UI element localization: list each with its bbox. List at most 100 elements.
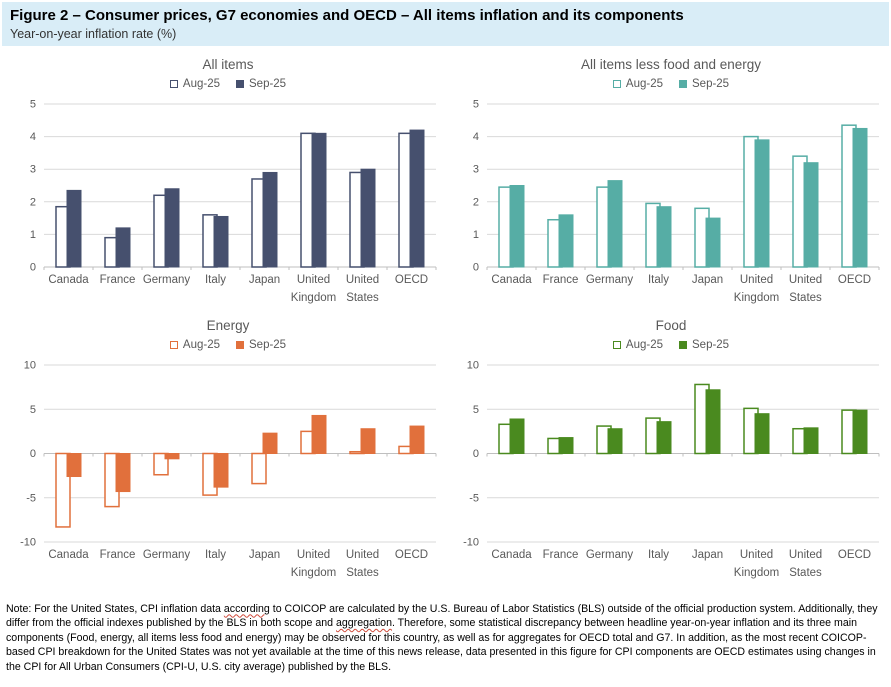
x-category-label: Italy [648, 549, 669, 561]
x-category-label: OECD [838, 549, 871, 561]
footnote-text-spellcheck: according [223, 602, 270, 615]
footnote-text: Note: For the United States, CPI inflati… [6, 602, 224, 615]
x-category-label: Germany [586, 274, 634, 286]
bar-Sep-25-France [115, 226, 131, 268]
bar-Sep-25-United-States [803, 161, 819, 267]
bar-Sep-25-Canada [509, 417, 525, 454]
x-category-label: United [740, 549, 773, 561]
x-category-label: OECD [395, 549, 428, 561]
x-category-label: OECD [838, 274, 871, 286]
chart-energy: Energy Aug-25 Sep-25 -10 -5 0 5 10 Canada Fran… [8, 311, 448, 588]
footnote-text: . Therefore, some statistical discrepanc… [6, 617, 876, 673]
x-category-label: France [543, 549, 579, 561]
bar-Sep-25-Japan [262, 171, 278, 267]
y-tick-label: 5 [473, 98, 479, 110]
charts-grid: All items Aug-25 Sep-25 0 1 2 3 4 5 Canada Fran… [0, 50, 891, 588]
x-category-label: United [789, 549, 822, 561]
x-category-label: United [297, 274, 330, 286]
bar-Sep-25-Italy [213, 452, 229, 488]
bar-Sep-25-Canada [509, 184, 525, 267]
x-category-label: Kingdom [291, 292, 336, 304]
y-tick-label: 4 [30, 131, 36, 143]
chart-all-items-less-food-energy: All items less food and energy Aug-25 Se… [451, 50, 891, 311]
x-category-label: Italy [205, 274, 226, 286]
legend-label-aug25: Aug-25 [182, 77, 220, 90]
legend-item-aug25: Aug-25 [612, 77, 663, 90]
x-category-label: Italy [648, 274, 669, 286]
chart-title: Energy [206, 317, 250, 333]
bar-Sep-25-Japan [262, 432, 278, 454]
bar-Sep-25-Germany [607, 179, 623, 267]
chart-food: Food Aug-25 Sep-25 -10 -5 0 5 10 Canada France… [451, 311, 891, 588]
y-tick-label: -10 [20, 536, 36, 548]
legend-item-aug25: Aug-25 [612, 338, 663, 351]
legend-label-sep25: Sep-25 [249, 77, 287, 90]
x-category-label: France [100, 549, 136, 561]
bar-Sep-25-France [558, 436, 574, 454]
bar-Sep-25-Japan [705, 388, 721, 454]
legend-label-sep25: Sep-25 [692, 77, 730, 90]
y-tick-label: -10 [463, 536, 479, 548]
legend-item-sep25: Sep-25 [679, 339, 729, 351]
x-category-label: Kingdom [734, 567, 779, 579]
x-category-label: States [346, 292, 379, 304]
y-tick-label: 0 [30, 448, 36, 460]
y-tick-label: 0 [473, 448, 479, 460]
bar-Sep-25-United-Kingdom [311, 414, 327, 454]
x-category-label: France [100, 274, 136, 286]
bar-Sep-25-United-Kingdom [754, 138, 770, 267]
x-category-label: Germany [143, 549, 191, 561]
figure-title: Figure 2 – Consumer prices, G7 economies… [10, 7, 684, 24]
figure-subtitle: Year-on-year inflation rate (%) [10, 26, 177, 41]
chart-title: All items [202, 56, 254, 72]
bar-Sep-25-OECD [852, 127, 868, 268]
legend-label-sep25: Sep-25 [249, 338, 287, 351]
legend-label-aug25: Aug-25 [182, 338, 220, 351]
y-tick-label: -5 [469, 492, 479, 504]
bar-Sep-25-Italy [656, 420, 672, 454]
x-category-label: Kingdom [291, 567, 336, 579]
chart-plot-food: -10 -5 0 5 10 Canada France Germany Italy Japan Un… [463, 359, 880, 579]
bar-Sep-25-Germany [607, 427, 623, 454]
x-category-label: States [346, 567, 379, 579]
x-category-label: United [297, 549, 330, 561]
y-tick-label: 2 [473, 196, 479, 208]
bar-Sep-25-United-States [360, 168, 376, 267]
y-tick-label: 0 [473, 261, 479, 273]
legend-item-sep25: Sep-25 [236, 78, 286, 90]
y-tick-label: -5 [26, 492, 36, 504]
x-category-label: OECD [395, 274, 428, 286]
legend-label-aug25: Aug-25 [625, 338, 663, 351]
legend-label-sep25: Sep-25 [692, 338, 730, 351]
bar-Sep-25-United-Kingdom [754, 412, 770, 454]
legend-swatch-sep25 [679, 340, 687, 349]
chart-plot-energy: -10 -5 0 5 10 Canada France Germany Italy Japan Un… [20, 359, 437, 579]
legend-swatch-sep25 [236, 340, 244, 349]
legend-item-aug25: Aug-25 [169, 338, 220, 351]
bar-Sep-25-United-Kingdom [311, 132, 327, 268]
legend-swatch-sep25 [236, 79, 244, 88]
footnote-text: to COICOP are calculated by the U.S. Bur… [6, 602, 878, 630]
x-category-label: United [346, 274, 379, 286]
figure-header: Figure 2 – Consumer prices, G7 economies… [2, 2, 889, 46]
x-category-label: Kingdom [734, 292, 779, 304]
y-tick-label: 5 [473, 403, 479, 415]
y-tick-label: 1 [473, 228, 479, 240]
chart-all-items: All items Aug-25 Sep-25 0 1 2 3 4 5 Canada Fran… [8, 50, 448, 311]
legend-label-aug25: Aug-25 [625, 77, 663, 90]
legend-swatch-aug25 [612, 79, 621, 88]
chart-plot-all-items: 0 1 2 3 4 5 Canada France Germany Italy Japan Unite… [30, 98, 437, 304]
x-category-label: States [789, 292, 822, 304]
footnote: Note: For the United States, CPI inflati… [6, 602, 885, 675]
legend-swatch-aug25 [169, 79, 178, 88]
legend-item-aug25: Aug-25 [169, 77, 220, 90]
chart-legend: Aug-25 Sep-25 [8, 337, 448, 353]
y-tick-label: 10 [24, 359, 36, 371]
y-tick-label: 3 [30, 163, 36, 175]
chart-legend: Aug-25 Sep-25 [451, 76, 891, 92]
x-category-label: United [740, 274, 773, 286]
x-category-label: States [789, 567, 822, 579]
x-category-label: Canada [491, 549, 532, 561]
legend-swatch-aug25 [169, 340, 178, 349]
bar-Sep-25-Canada [66, 189, 82, 267]
